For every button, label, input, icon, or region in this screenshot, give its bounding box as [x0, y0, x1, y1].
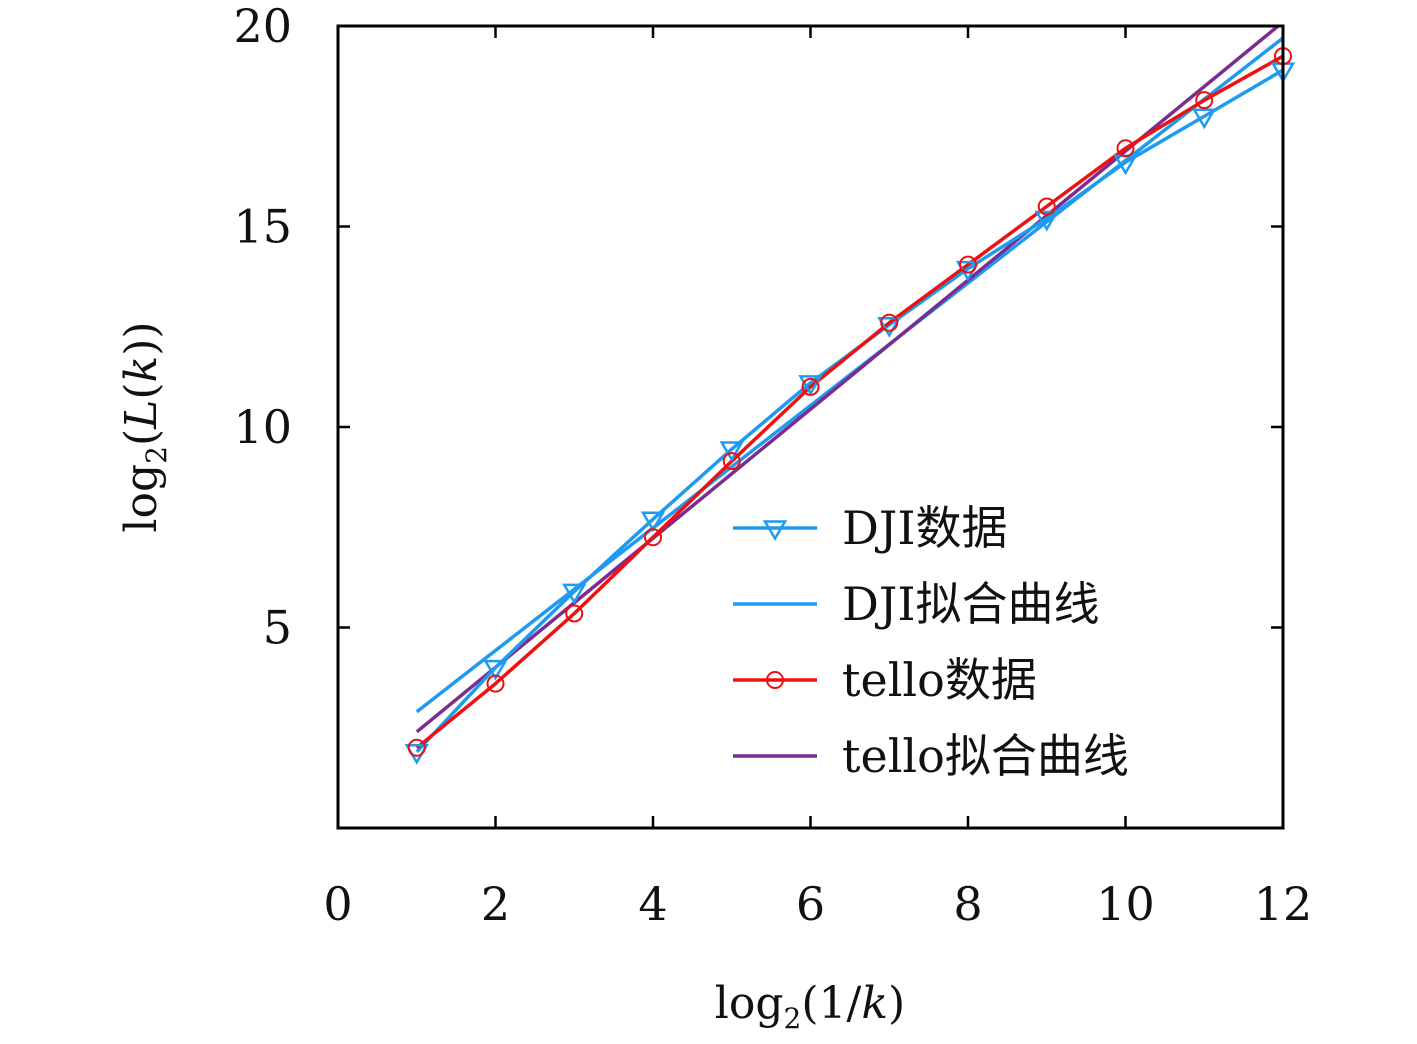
y-tick-label: 20	[233, 0, 292, 53]
data-point	[640, 511, 666, 533]
data-point	[562, 583, 587, 605]
x-tick-label: 8	[953, 877, 982, 931]
data-point	[798, 375, 823, 396]
data-point	[1037, 197, 1056, 216]
y-axis-label: log2(L(k))	[116, 321, 173, 532]
y-tick-label: 15	[233, 200, 292, 254]
data-point	[877, 316, 902, 338]
data-point	[1192, 108, 1217, 130]
series-layer	[415, 26, 1283, 753]
data-point	[959, 255, 977, 274]
y-tick-label: 10	[233, 400, 292, 454]
series-line-2	[415, 54, 1283, 750]
ticks-layer: 0 2 4 6 8 10 12 5 10 15 20	[233, 0, 1312, 931]
legend-label-3: tello拟合曲线	[842, 729, 1129, 783]
data-point	[801, 377, 820, 396]
marker-layer	[404, 47, 1296, 765]
series-line-0	[415, 68, 1283, 753]
data-point	[722, 452, 741, 471]
data-point	[1195, 91, 1214, 110]
y-tick-label: 5	[263, 601, 292, 655]
x-axis-label: log2(1/k)	[715, 978, 905, 1035]
legend-label-0: DJI数据	[842, 501, 1008, 555]
data-point	[1116, 139, 1135, 158]
x-tick-label: 4	[638, 877, 667, 931]
data-point	[1034, 210, 1059, 232]
data-point	[766, 671, 784, 689]
x-tick-label: 10	[1096, 877, 1155, 931]
legend-label-2: tello数据	[842, 653, 1037, 707]
data-point	[762, 520, 788, 541]
x-tick-label: 0	[323, 877, 352, 931]
data-point	[644, 528, 662, 547]
x-tick-label: 6	[796, 877, 825, 931]
x-tick-label: 2	[481, 877, 510, 931]
legend: DJI数据 DJI拟合曲线 tello数据 tello拟合曲线	[733, 501, 1129, 783]
data-point	[486, 674, 505, 693]
data-point	[407, 738, 426, 757]
data-point	[483, 659, 508, 681]
legend-label-1: DJI拟合曲线	[842, 577, 1100, 631]
data-point	[565, 604, 584, 623]
x-tick-label: 12	[1254, 877, 1313, 931]
data-point	[719, 441, 744, 463]
data-point	[880, 313, 899, 332]
